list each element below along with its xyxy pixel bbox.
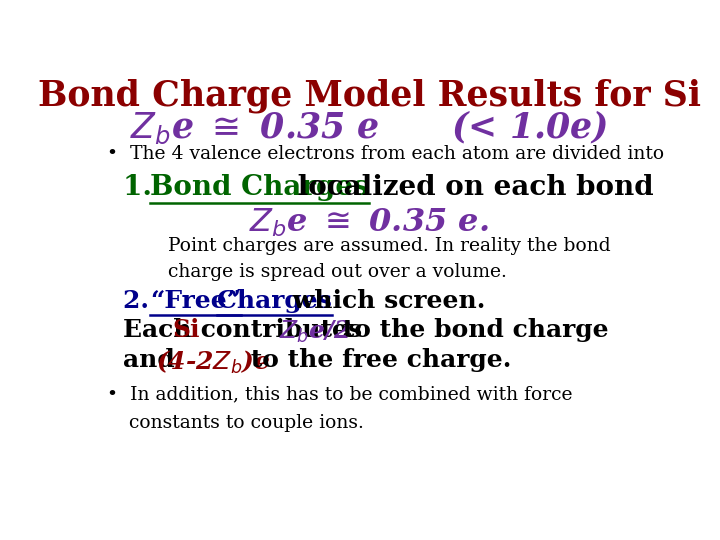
Text: Bond Charge Model Results for Si: Bond Charge Model Results for Si	[37, 78, 701, 113]
Text: $Z_b$e $\cong$ 0.35 e.: $Z_b$e $\cong$ 0.35 e.	[249, 206, 489, 239]
Text: contributes: contributes	[192, 319, 370, 342]
Text: •  The 4 valence electrons from each atom are divided into: • The 4 valence electrons from each atom…	[107, 145, 664, 163]
Text: $Z_b$e $\cong$ 0.35 e      (< 1.0e): $Z_b$e $\cong$ 0.35 e (< 1.0e)	[130, 109, 608, 146]
Text: Each: Each	[124, 319, 201, 342]
Text: •  In addition, this has to be combined with force: • In addition, this has to be combined w…	[107, 386, 572, 404]
Text: Point charges are assumed. In reality the bond
charge is spread out over a volum: Point charges are assumed. In reality th…	[168, 238, 611, 281]
Text: and: and	[124, 348, 184, 373]
Text: Bond Charges: Bond Charges	[150, 174, 369, 201]
Text: Charges: Charges	[217, 288, 332, 313]
Text: to the bond charge: to the bond charge	[334, 319, 609, 342]
Text: to the free charge.: to the free charge.	[242, 348, 511, 373]
Text: “Free”: “Free”	[150, 288, 241, 313]
Text: (4-2$Z_b$)e: (4-2$Z_b$)e	[156, 348, 271, 376]
Text: constants to couple ions.: constants to couple ions.	[129, 414, 364, 432]
Text: 2.: 2.	[124, 288, 158, 313]
Text: 1.: 1.	[124, 174, 162, 201]
Text: which screen.: which screen.	[284, 288, 485, 313]
Text: localized on each bond: localized on each bond	[288, 174, 654, 201]
Text: Si: Si	[173, 319, 200, 342]
Text: $Z_b$e/2: $Z_b$e/2	[279, 319, 351, 345]
